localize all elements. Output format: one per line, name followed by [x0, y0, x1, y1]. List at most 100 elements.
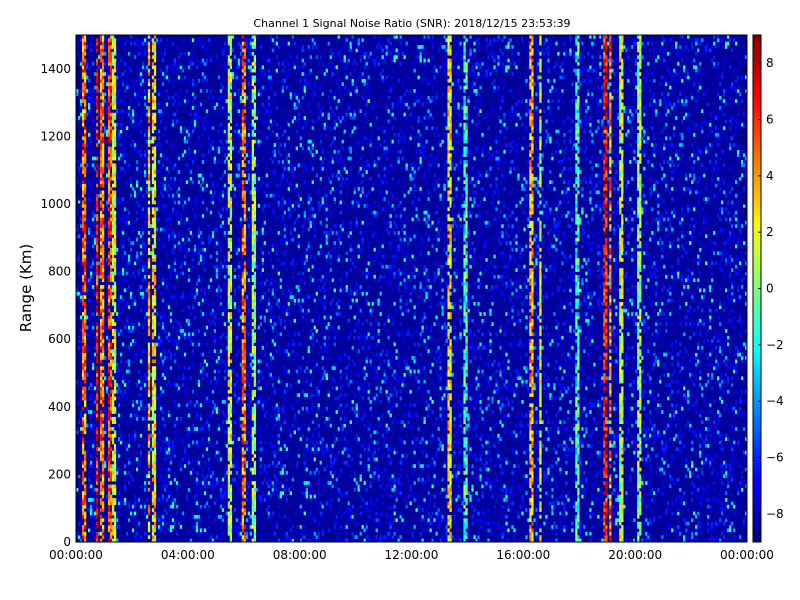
heatmap-cell: [223, 160, 227, 164]
heatmap-cell: [199, 521, 203, 526]
heatmap-cell: [89, 329, 93, 333]
heatmap-cell: [119, 498, 123, 502]
heatmap-cell: [187, 146, 191, 151]
heatmap-cell: [107, 38, 111, 43]
heatmap-cell: [105, 258, 109, 262]
heatmap-cell: [83, 48, 87, 53]
heatmap-cell: [241, 92, 245, 97]
heatmap-cell: [247, 356, 251, 360]
heatmap-cell: [107, 166, 111, 171]
heatmap-cell: [241, 514, 245, 519]
heatmap-cell: [153, 471, 157, 475]
heatmap-cell: [101, 305, 105, 310]
heatmap-cell: [107, 511, 111, 516]
heatmap-cell: [261, 295, 265, 299]
heatmap-cell: [253, 295, 257, 299]
heatmap-cell: [205, 109, 209, 114]
heatmap-cell: [109, 176, 113, 181]
heatmap-cell: [253, 481, 257, 485]
heatmap-cell: [177, 200, 181, 205]
heatmap-cell: [197, 379, 201, 384]
heatmap-cell: [115, 231, 119, 235]
heatmap-cell: [163, 329, 167, 333]
heatmap-cell: [141, 207, 145, 212]
heatmap-cell: [281, 68, 284, 73]
heatmap-cell: [231, 146, 235, 151]
heatmap-cell: [139, 386, 143, 391]
heatmap-cell: [275, 35, 278, 39]
heatmap-cell: [83, 413, 87, 418]
heatmap-cell: [229, 460, 233, 465]
heatmap-cell: [241, 119, 245, 124]
heatmap-cell: [235, 119, 239, 124]
heatmap-cell: [231, 464, 235, 468]
heatmap-cell: [99, 305, 103, 310]
heatmap-cell: [275, 491, 278, 495]
heatmap-cell: [233, 268, 237, 272]
heatmap-cell: [243, 99, 247, 103]
heatmap-cell: [249, 105, 253, 110]
heatmap-cell: [265, 362, 269, 367]
heatmap-cell: [157, 538, 161, 543]
heatmap-cell: [143, 406, 147, 411]
heatmap-cell: [113, 471, 117, 475]
heatmap-cell: [169, 176, 173, 181]
heatmap-cell: [269, 322, 273, 326]
heatmap-cell: [275, 403, 278, 408]
heatmap-cell: [243, 420, 247, 424]
heatmap-cell: [253, 525, 257, 529]
heatmap-cell: [179, 325, 183, 330]
heatmap-cell: [241, 149, 245, 154]
heatmap-cell: [85, 163, 89, 168]
heatmap-cell: [109, 362, 113, 367]
heatmap-cell: [101, 214, 105, 218]
heatmap-cell: [107, 447, 111, 452]
heatmap-cell: [199, 288, 203, 293]
heatmap-cell: [221, 95, 225, 100]
heatmap-cell: [229, 498, 233, 502]
heatmap-cell: [139, 484, 143, 489]
heatmap-cell: [127, 471, 131, 475]
heatmap-cell: [195, 514, 199, 519]
heatmap-cell: [99, 288, 103, 293]
heatmap-cell: [213, 156, 217, 161]
heatmap-cell: [99, 89, 103, 93]
heatmap-cell: [107, 460, 111, 465]
heatmap-cell: [153, 308, 157, 313]
heatmap-cell: [143, 173, 147, 178]
heatmap-cell: [169, 217, 173, 222]
heatmap-cell: [215, 457, 219, 462]
heatmap-cell: [81, 156, 85, 161]
heatmap-cell: [221, 51, 225, 56]
heatmap-cell: [291, 406, 294, 411]
heatmap-cell: [265, 305, 269, 310]
heatmap-cell: [241, 359, 245, 364]
heatmap-cell: [109, 437, 113, 441]
heatmap-cell: [273, 295, 277, 299]
heatmap-cell: [279, 126, 282, 130]
heatmap-cell: [153, 484, 157, 489]
heatmap-cell: [89, 234, 93, 239]
heatmap-cell: [101, 271, 105, 276]
heatmap-cell: [139, 72, 143, 76]
heatmap-cell: [105, 82, 109, 86]
heatmap-cell: [135, 251, 139, 255]
heatmap-cell: [229, 491, 233, 495]
heatmap-cell: [241, 68, 245, 73]
heatmap-cell: [263, 400, 267, 404]
heatmap-cell: [273, 531, 277, 536]
heatmap-cell: [241, 244, 245, 249]
heatmap-cell: [97, 460, 101, 465]
heatmap-cell: [191, 99, 195, 103]
heatmap-cell: [291, 173, 294, 178]
heatmap-cell: [131, 528, 135, 533]
heatmap-cell: [153, 193, 157, 198]
heatmap-cell: [171, 95, 175, 100]
heatmap-cell: [101, 345, 105, 350]
heatmap-cell: [153, 349, 157, 354]
heatmap-cell: [93, 521, 97, 526]
heatmap-cell: [293, 227, 296, 232]
heatmap-cell: [295, 200, 298, 205]
heatmap-cell: [97, 315, 101, 320]
